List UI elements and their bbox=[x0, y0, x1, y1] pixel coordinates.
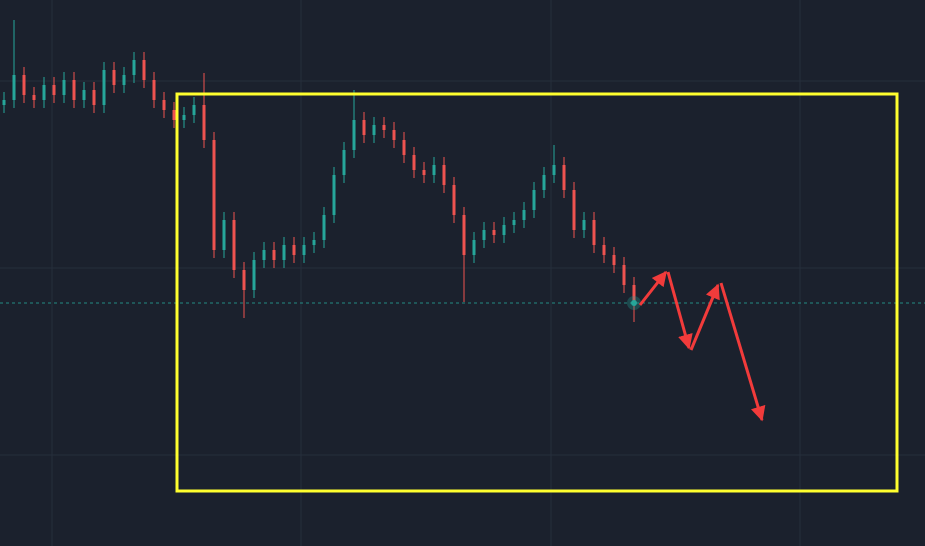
candle-body bbox=[512, 220, 516, 225]
candle-body bbox=[222, 220, 226, 250]
candle-body bbox=[182, 115, 186, 120]
candle-body bbox=[32, 95, 36, 100]
candle-body bbox=[2, 100, 6, 105]
candle-body bbox=[62, 80, 66, 95]
candle-body bbox=[242, 270, 246, 290]
candle-body bbox=[252, 260, 256, 290]
forecast-arrows bbox=[638, 270, 766, 422]
candle-body bbox=[382, 125, 386, 130]
candle-body bbox=[352, 120, 356, 150]
candle-body bbox=[592, 220, 596, 245]
candle-body bbox=[422, 170, 426, 175]
arrow bbox=[638, 270, 668, 306]
arrow bbox=[719, 282, 766, 422]
candle-body bbox=[552, 165, 556, 175]
candle-body bbox=[412, 155, 416, 170]
candle-body bbox=[312, 240, 316, 245]
last-price-dot bbox=[631, 300, 637, 306]
candle-body bbox=[582, 220, 586, 230]
candle-body bbox=[332, 175, 336, 215]
candle-body bbox=[462, 215, 466, 255]
candle-body bbox=[152, 80, 156, 100]
candle-body bbox=[272, 250, 276, 260]
candle-body bbox=[522, 210, 526, 220]
candle-body bbox=[442, 165, 446, 185]
candle-body bbox=[232, 220, 236, 270]
candle-body bbox=[202, 105, 206, 140]
candle-body bbox=[542, 175, 546, 190]
candle-body bbox=[42, 85, 46, 100]
candle-body bbox=[622, 265, 626, 285]
candle-body bbox=[172, 110, 176, 120]
highlight-box bbox=[175, 92, 899, 493]
candle-body bbox=[502, 225, 506, 235]
candle-body bbox=[322, 215, 326, 240]
candle-body bbox=[192, 105, 196, 115]
candle-body bbox=[112, 70, 116, 85]
candle-body bbox=[52, 85, 56, 95]
candle-body bbox=[12, 75, 16, 100]
candle-body bbox=[532, 190, 536, 210]
candle-body bbox=[122, 75, 126, 85]
candle-body bbox=[282, 245, 286, 260]
candle-body bbox=[562, 165, 566, 190]
candle-body bbox=[302, 245, 306, 255]
candle-body bbox=[102, 70, 106, 105]
candle-body bbox=[602, 245, 606, 255]
candle-body bbox=[92, 90, 96, 105]
candle-body bbox=[72, 80, 76, 100]
candle-body bbox=[392, 130, 396, 140]
arrow bbox=[666, 271, 693, 350]
arrow bbox=[689, 283, 720, 351]
candle-body bbox=[482, 230, 486, 240]
candle-body bbox=[632, 285, 636, 303]
candle-body bbox=[432, 165, 436, 175]
candle-body bbox=[342, 150, 346, 175]
plot-area bbox=[0, 20, 925, 322]
candle-body bbox=[142, 60, 146, 80]
candle-body bbox=[492, 230, 496, 235]
candle-body bbox=[612, 255, 616, 265]
candle-body bbox=[372, 125, 376, 135]
candle-body bbox=[162, 100, 166, 110]
candle-body bbox=[262, 250, 266, 260]
candle-body bbox=[212, 140, 216, 250]
candle-body bbox=[82, 90, 86, 100]
candle-body bbox=[132, 60, 136, 75]
candle-body bbox=[472, 240, 476, 255]
candle-body bbox=[22, 75, 26, 95]
candle-body bbox=[362, 120, 366, 135]
candle-body bbox=[402, 140, 406, 155]
candle-body bbox=[572, 190, 576, 230]
candle-body bbox=[452, 185, 456, 215]
candle-body bbox=[292, 245, 296, 255]
